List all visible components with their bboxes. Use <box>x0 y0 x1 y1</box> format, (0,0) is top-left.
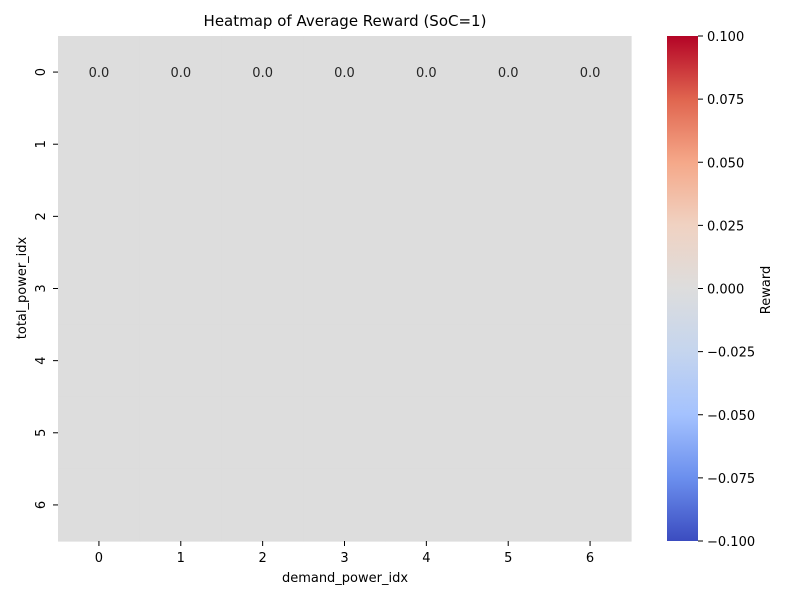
heatmap-cell-r2-c6 <box>549 180 632 254</box>
chart-title: Heatmap of Average Reward (SoC=1) <box>204 12 487 30</box>
y-tick-label-3: 3 <box>34 284 49 292</box>
heatmap-cell-r1-c6 <box>549 108 632 181</box>
heatmap-cell-r5-c6 <box>549 396 632 470</box>
heatmap-cell-r4-c0 <box>58 324 141 398</box>
x-tick-label-0: 0 <box>95 551 103 566</box>
cell-label-r0-c0: 0.0 <box>89 66 110 81</box>
heatmap-cell-r1-c2 <box>221 108 305 181</box>
colorbar-tick-label-3: 0.025 <box>707 219 744 234</box>
x-tick-label-2: 2 <box>259 551 267 566</box>
heatmap-cell-r0-c1 <box>139 36 223 109</box>
heatmap-cell-r6-c6 <box>549 468 632 542</box>
heatmap-cell-r5-c1 <box>139 396 223 470</box>
heatmap-cell-r2-c2 <box>221 180 305 254</box>
cell-label-r0-c4: 0.0 <box>416 66 437 81</box>
x-axis-label: demand_power_idx <box>282 571 408 586</box>
cell-label-r0-c6: 0.0 <box>580 66 601 81</box>
heatmap-cell-r0-c0 <box>58 36 141 109</box>
x-tick-label-6: 6 <box>586 551 594 566</box>
heatmap-cell-r4-c5 <box>467 324 550 398</box>
heatmap-cell-r0-c3 <box>303 36 387 109</box>
heatmap-cell-labels: 0.0 0.0 0.0 0.0 0.0 0.0 0.0 <box>89 66 601 81</box>
heatmap-cell-r4-c1 <box>139 324 223 398</box>
heatmap-cell-r6-c5 <box>467 468 550 542</box>
y-tick-label-6: 6 <box>34 501 49 509</box>
heatmap-cell-r4-c3 <box>303 324 387 398</box>
colorbar-tick-label-1: 0.075 <box>707 93 744 108</box>
heatmap-cell-r4-c4 <box>385 324 468 398</box>
heatmap-cells <box>58 36 632 542</box>
y-tick-label-5: 5 <box>34 429 49 437</box>
heatmap-cell-r3-c6 <box>549 252 632 326</box>
heatmap-cell-r6-c3 <box>303 468 387 542</box>
cell-label-r0-c2: 0.0 <box>252 66 273 81</box>
cell-label-r0-c3: 0.0 <box>334 66 355 81</box>
heatmap-cell-r1-c0 <box>58 108 141 181</box>
colorbar-label: Reward <box>759 266 774 314</box>
heatmap-cell-r5-c3 <box>303 396 387 470</box>
heatmap-cell-r6-c0 <box>58 468 141 542</box>
heatmap-cell-r3-c4 <box>385 252 468 326</box>
colorbar-tick-label-0: 0.100 <box>707 30 744 45</box>
colorbar-tick-label-2: 0.050 <box>707 156 744 171</box>
y-tick-label-2: 2 <box>34 212 49 220</box>
x-tick-label-3: 3 <box>340 551 348 566</box>
heatmap-cell-r6-c2 <box>221 468 305 542</box>
heatmap-cell-r5-c0 <box>58 396 141 470</box>
x-axis-ticks: 0 1 2 3 4 5 6 <box>95 541 594 566</box>
colorbar-tick-label-8: −0.100 <box>707 535 755 550</box>
heatmap-cell-r6-c4 <box>385 468 468 542</box>
heatmap-cell-r3-c2 <box>221 252 305 326</box>
heatmap-cell-r1-c4 <box>385 108 468 181</box>
heatmap-cell-r3-c3 <box>303 252 387 326</box>
x-tick-label-5: 5 <box>504 551 512 566</box>
heatmap-cell-r2-c0 <box>58 180 141 254</box>
y-tick-label-4: 4 <box>34 357 49 365</box>
heatmap-cell-r4-c6 <box>549 324 632 398</box>
heatmap-cell-r3-c0 <box>58 252 141 326</box>
colorbar-tick-label-4: 0.000 <box>707 283 744 298</box>
heatmap-cell-r0-c5 <box>467 36 550 109</box>
heatmap-cell-r6-c1 <box>139 468 223 542</box>
cell-label-r0-c5: 0.0 <box>498 66 519 81</box>
heatmap-cell-r1-c5 <box>467 108 550 181</box>
colorbar-tick-label-6: −0.050 <box>707 409 755 424</box>
heatmap-cell-r5-c2 <box>221 396 305 470</box>
heatmap-cell-r0-c2 <box>221 36 305 109</box>
heatmap-cell-r5-c4 <box>385 396 468 470</box>
heatmap-cell-r4-c2 <box>221 324 305 398</box>
colorbar-ticks: 0.100 0.075 0.050 0.025 0.000 −0.025 −0.050 −0.… <box>698 30 755 550</box>
heatmap-cell-r2-c3 <box>303 180 387 254</box>
y-axis-label: total_power_idx <box>15 236 30 339</box>
colorbar-tick-label-5: −0.025 <box>707 346 755 361</box>
cell-label-r0-c1: 0.0 <box>170 66 191 81</box>
x-tick-label-1: 1 <box>177 551 185 566</box>
colorbar-tick-label-7: −0.075 <box>707 472 755 487</box>
x-tick-label-4: 4 <box>422 551 430 566</box>
heatmap-cell-r3-c5 <box>467 252 550 326</box>
colorbar <box>667 36 698 541</box>
heatmap-cell-r0-c4 <box>385 36 468 109</box>
heatmap-cell-r1-c3 <box>303 108 387 181</box>
heatmap-cell-r5-c5 <box>467 396 550 470</box>
y-tick-label-1: 1 <box>34 140 49 148</box>
heatmap-cell-r2-c4 <box>385 180 468 254</box>
heatmap-cell-r3-c1 <box>139 252 223 326</box>
y-tick-label-0: 0 <box>34 68 49 76</box>
heatmap-cell-r2-c5 <box>467 180 550 254</box>
heatmap-cell-r2-c1 <box>139 180 223 254</box>
y-axis-ticks: 0 1 2 3 4 5 6 <box>34 68 58 509</box>
heatmap-cell-r0-c6 <box>549 36 632 109</box>
heatmap-cell-r1-c1 <box>139 108 223 181</box>
